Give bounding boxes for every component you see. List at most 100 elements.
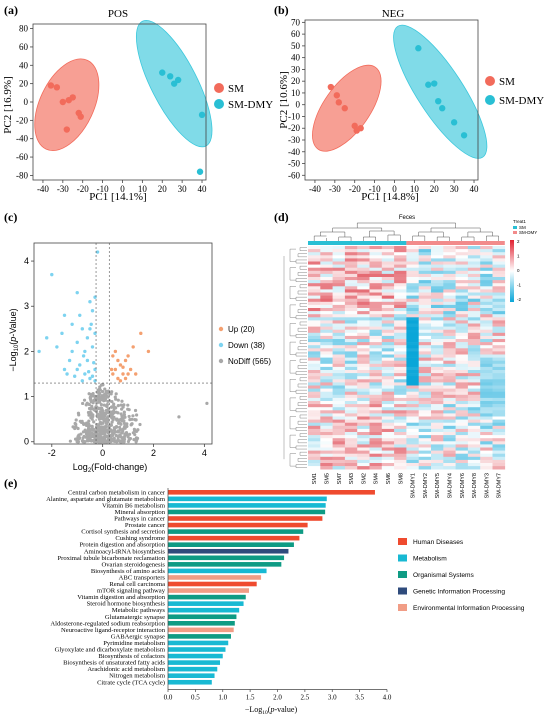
heatmap-cell	[418, 422, 432, 427]
heatmap-cell	[320, 413, 333, 417]
heatmap-cell	[431, 453, 444, 458]
heatmap-cell	[492, 351, 506, 355]
kegg-pathway-label: Prostate cancer	[125, 522, 166, 529]
volcano-point-nodiff	[99, 430, 103, 434]
volcano-point-nodiff	[133, 408, 138, 413]
volcano-point-nodiff	[132, 427, 136, 431]
heatmap-cell	[467, 252, 481, 256]
heatmap-cell	[492, 335, 506, 340]
volcano-point-nodiff	[98, 435, 103, 439]
heatmap-cell	[308, 304, 321, 309]
heatmap-cell	[406, 249, 419, 253]
heatmap-cell	[320, 407, 333, 411]
kegg-pathway-label: Vitamin B6 metabolism	[102, 502, 166, 509]
heatmap-column-label: SM5	[324, 473, 330, 484]
heatmap-cell	[332, 339, 346, 343]
heatmap-cell	[332, 264, 346, 268]
heatmap-cell	[492, 270, 506, 275]
heatmap-cell	[394, 366, 407, 371]
volcano-point-nodiff	[135, 429, 139, 433]
heatmap-cell	[480, 413, 493, 417]
heatmap-cell	[492, 286, 506, 290]
heatmap-cell	[308, 320, 321, 324]
volcano-point-nodiff	[97, 400, 101, 404]
volcano-point-down	[60, 331, 64, 336]
neg-legend-smdmy-label: SM-DMY	[499, 95, 544, 107]
heatmap-cell	[443, 366, 456, 371]
heatmap-cell	[480, 258, 493, 262]
volcano-point-nodiff	[128, 418, 132, 422]
neg-x-tick-label: 0	[392, 184, 397, 194]
kegg-bar	[168, 529, 304, 534]
volcano-point-nodiff	[133, 432, 137, 437]
heatmap-cell	[455, 382, 469, 386]
heatmap-cell	[308, 335, 321, 340]
heatmap-cell	[467, 317, 481, 321]
heatmap-cell	[344, 366, 358, 371]
heatmap-cell	[443, 348, 456, 352]
neg-y-tick-label: 10	[291, 88, 301, 98]
heatmap-cell	[443, 422, 456, 427]
heatmap-cell	[480, 264, 493, 268]
heatmap-cell	[480, 425, 493, 430]
volcano-point-nodiff	[101, 421, 105, 425]
heatmap-cell	[406, 301, 419, 306]
heatmap-cell	[381, 277, 395, 281]
heatmap-scale-tick-label: 1	[517, 254, 520, 259]
volcano-point-nodiff	[107, 399, 112, 403]
heatmap-cell	[480, 438, 493, 442]
heatmap-cell	[480, 404, 493, 408]
heatmap-cell	[344, 311, 358, 315]
pos-legend-sm-label: SM	[228, 83, 244, 95]
heatmap-cell	[431, 326, 444, 330]
heatmap-cell	[369, 363, 383, 368]
heatmap-cell	[369, 419, 383, 423]
heatmap-cell	[320, 342, 333, 346]
heatmap-cell	[369, 270, 383, 275]
volcano-point-down	[70, 349, 74, 354]
volcano-legend-down-label: Down (38)	[228, 341, 265, 350]
volcano-point-nodiff	[113, 439, 117, 443]
heatmap-cell	[418, 385, 432, 389]
kegg-bar	[168, 647, 226, 652]
heatmap-cell	[308, 357, 321, 361]
volcano-point-nodiff	[116, 421, 121, 425]
kegg-pathway-label: Pathways in cancer	[114, 516, 166, 523]
heatmap-cell	[492, 404, 506, 408]
heatmap-cell	[344, 463, 358, 467]
volcano-point-nodiff	[122, 413, 126, 417]
heatmap-cell	[455, 444, 469, 448]
heatmap-cell	[443, 466, 456, 470]
neg-point-smdmy	[415, 45, 422, 52]
heatmap-cell	[480, 382, 493, 386]
volcano-point-down	[92, 360, 96, 365]
heatmap-cell	[381, 323, 395, 327]
heatmap-cell	[308, 391, 321, 396]
heatmap-cell	[381, 388, 395, 392]
heatmap-cell	[467, 261, 481, 265]
volcano-point-nodiff	[112, 409, 116, 413]
heatmap-cell	[443, 459, 456, 464]
volcano-point-nodiff	[105, 439, 109, 443]
heatmap-cell	[394, 329, 407, 334]
kegg-pathway-label: ABC transporters	[119, 574, 166, 581]
heatmap-cell	[394, 246, 407, 250]
heatmap-cell	[443, 441, 456, 445]
heatmap-cell	[332, 258, 346, 262]
heatmap-cell	[381, 255, 395, 259]
heatmap-cell	[344, 308, 358, 312]
volcano-point-nodiff	[135, 438, 139, 443]
heatmap-cell	[455, 261, 469, 265]
heatmap-cell	[480, 301, 493, 306]
heatmap-cell	[308, 258, 321, 262]
heatmap-cell	[443, 345, 456, 349]
heatmap-cell	[406, 261, 419, 265]
heatmap-cell	[467, 401, 481, 405]
heatmap-cell	[431, 301, 444, 306]
heatmap-cell	[492, 320, 506, 324]
volcano-point-up	[113, 349, 118, 354]
heatmap-cell	[492, 298, 506, 303]
heatmap-cell	[467, 267, 481, 272]
heatmap-cell	[443, 397, 456, 402]
heatmap-cell	[492, 450, 506, 454]
